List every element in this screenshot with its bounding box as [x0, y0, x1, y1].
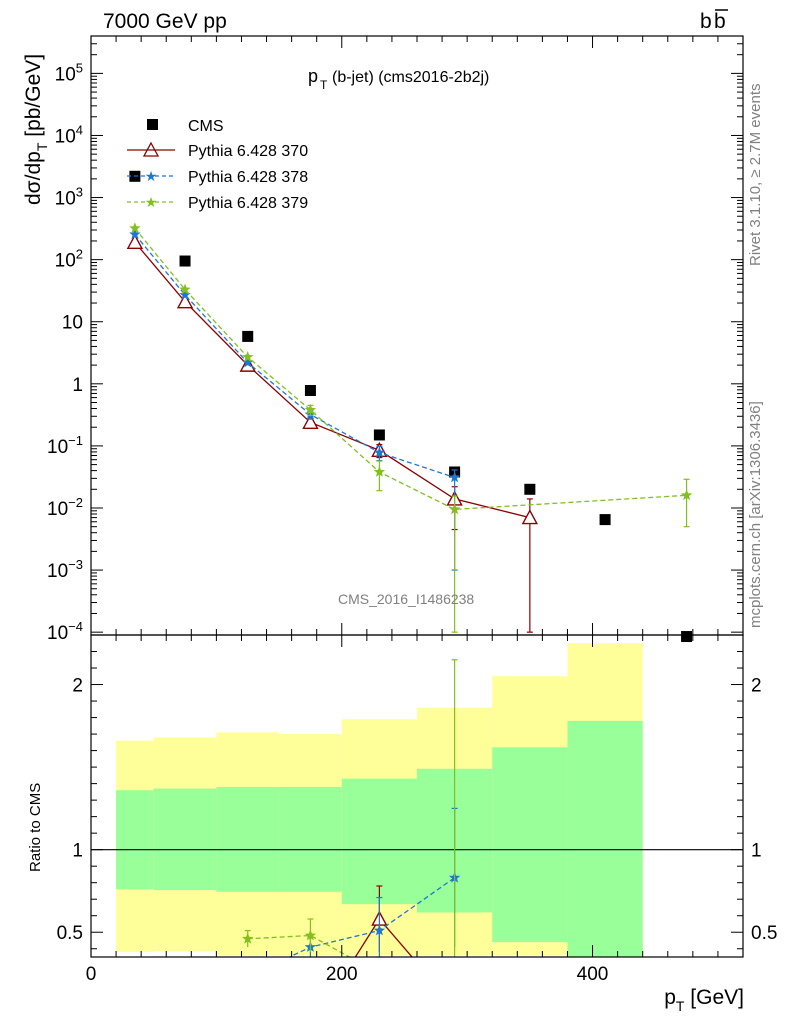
svg-text:CMS: CMS: [188, 118, 224, 135]
svg-text:T: T: [320, 78, 328, 92]
ratio-y-tick-label: 0.5: [57, 923, 83, 944]
main-y-tick-label: 10: [62, 313, 83, 334]
green-band: [567, 720, 643, 957]
main-y-tick-label: 10−2: [47, 495, 83, 520]
svg-text:(b-jet) (cms2016-2b2j): (b-jet) (cms2016-2b2j): [332, 69, 489, 86]
data-point: [373, 446, 386, 458]
data-point: [242, 356, 254, 368]
series-line: [134, 241, 530, 519]
main-series-layer: [126, 170, 693, 643]
svg-text:p: p: [308, 66, 318, 86]
data-point: [599, 514, 611, 526]
svg-text:Pythia 6.428 378: Pythia 6.428 378: [188, 169, 308, 186]
ratio-y-label: Ratio to CMS: [27, 783, 44, 872]
svg-text:Pythia 6.428 379: Pythia 6.428 379: [188, 195, 308, 212]
x-axis-label: pT [GeV]: [664, 986, 744, 1014]
svg-text:★: ★: [145, 169, 158, 185]
legend-entry-379: ★ Pythia 6.428 379: [127, 195, 308, 212]
data-point: [242, 351, 254, 362]
ratio-series-layer: [242, 659, 461, 958]
data-point: [129, 222, 141, 234]
data-point: [179, 255, 191, 267]
ratio-y-tick-label: 1: [72, 841, 83, 862]
rivet-label: Rivet 3.1.10, ≥ 2.7M events: [747, 84, 764, 267]
green-band: [116, 790, 154, 890]
ratio-line: [288, 877, 455, 957]
series-line: [134, 233, 455, 479]
green-band: [216, 786, 280, 892]
main-y-tick-label: 104: [55, 122, 83, 147]
series-pythia-6-428-370: [126, 233, 539, 633]
main-y-tick-label: 10−4: [47, 619, 83, 644]
header-left: 7000 GeV pp: [103, 10, 227, 33]
data-point: [304, 385, 316, 397]
data-point: [681, 631, 693, 643]
data-point: [373, 466, 386, 477]
ratio-panel-frame: 0.5 0.5 1 1 2 2 0 200 400: [57, 634, 777, 985]
series-pythia-6-428-379: [129, 222, 693, 633]
data-point: [176, 293, 194, 309]
ratio-y-tick-label-right: 0.5: [751, 923, 777, 944]
legend-entry-378: ★ Pythia 6.428 378: [127, 169, 308, 186]
data-point: [680, 489, 693, 501]
data-point: [179, 288, 191, 300]
green-band: [279, 786, 342, 892]
data-point: [521, 509, 539, 525]
ratio-point: [242, 932, 254, 944]
series-pythia-6-428-378: [129, 228, 461, 571]
series-cms: [129, 170, 693, 643]
legend-entry-370: Pythia 6.428 370: [127, 141, 308, 160]
green-band: [341, 778, 417, 905]
data-point: [373, 429, 385, 441]
data-point: [179, 283, 191, 295]
data-point: [448, 471, 461, 483]
y-axis-label: dσ/dpT [pb/GeV]: [22, 54, 50, 205]
x-tick-label: 0: [86, 964, 97, 985]
main-y-tick-label: 10−3: [47, 557, 83, 582]
data-point: [129, 228, 141, 240]
main-y-tick-label: 10−1: [47, 433, 83, 458]
svg-text:★: ★: [145, 195, 158, 211]
ratio-y-tick-label-right: 1: [751, 841, 762, 862]
ratio-bands: [91, 643, 743, 957]
ratio-y-tick-label-right: 2: [751, 676, 762, 697]
data-point: [302, 413, 319, 429]
ratio-point: [304, 929, 317, 941]
data-point: [242, 330, 254, 342]
data-point: [448, 503, 461, 515]
main-y-tick-label: 105: [55, 60, 83, 85]
x-tick-label: 400: [577, 964, 609, 985]
ratio-point: [373, 924, 386, 936]
legend: CMS Pythia 6.428 370 ★ Pythia 6.428 378 …: [127, 118, 308, 212]
data-point: [304, 403, 317, 415]
mcplots-label: mcplots.cern.ch [arXiv:1306.3436]: [747, 401, 764, 628]
svg-text:Pythia 6.428 370: Pythia 6.428 370: [188, 143, 308, 160]
data-point: [126, 233, 144, 250]
ratio-y-tick-label: 2: [72, 676, 83, 697]
svg-text:b: b: [700, 10, 712, 33]
watermark: CMS_2016_I1486238: [338, 591, 474, 607]
main-y-tick-label: 102: [55, 247, 83, 272]
legend-entry-cms: CMS: [147, 118, 224, 135]
main-y-tick-label: 103: [55, 185, 83, 210]
svg-text:b: b: [714, 10, 726, 33]
series-line: [134, 227, 687, 511]
header-right: b b: [700, 9, 728, 33]
data-point: [524, 483, 536, 495]
green-band: [153, 788, 217, 891]
main-y-tick-label: 1: [72, 375, 83, 396]
x-tick-label: 200: [326, 964, 358, 985]
plot-title: p T (b-jet) (cms2016-2b2j): [308, 66, 489, 92]
green-band: [492, 747, 568, 943]
